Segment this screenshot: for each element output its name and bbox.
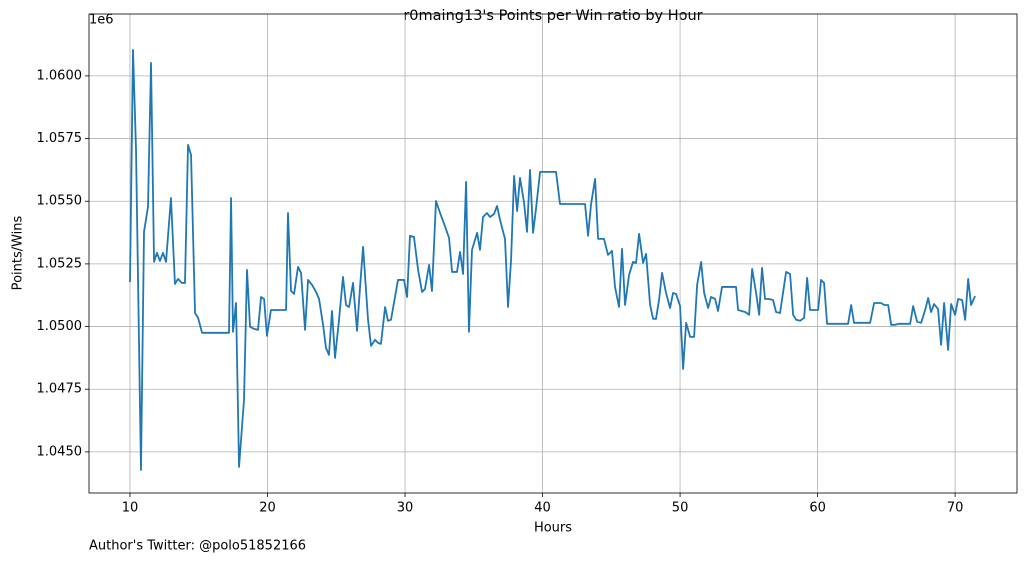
y-axis-label: Points/Wins [11, 215, 26, 290]
data-line [129, 48, 976, 471]
chart-title: r0maing13's Points per Win ratio by Hour [403, 8, 702, 24]
footer: Author's Twitter: @polo51852166 [89, 539, 306, 554]
y-tick-label: 1.0475 [37, 382, 83, 397]
y-tick-label: 1.0575 [37, 131, 83, 146]
x-tick-label: 20 [259, 501, 276, 516]
x-tick-label: 60 [809, 501, 826, 516]
y-offset-label: 1e6 [89, 13, 114, 28]
x-tick-label: 50 [672, 501, 689, 516]
y-tick-label: 1.0600 [37, 68, 83, 83]
x-tick-label: 40 [534, 501, 551, 516]
x-tick-label: 10 [122, 501, 139, 516]
x-tick-label: 30 [397, 501, 414, 516]
x-axis-label: Hours [534, 521, 572, 536]
plot-frame [88, 13, 1018, 494]
y-tick-label: 1.0500 [37, 319, 83, 334]
y-tick-label: 1.0550 [37, 194, 83, 209]
x-tick-label: 70 [947, 501, 964, 516]
y-tick-label: 1.0450 [37, 444, 83, 459]
y-tick-label: 1.0525 [37, 256, 83, 271]
